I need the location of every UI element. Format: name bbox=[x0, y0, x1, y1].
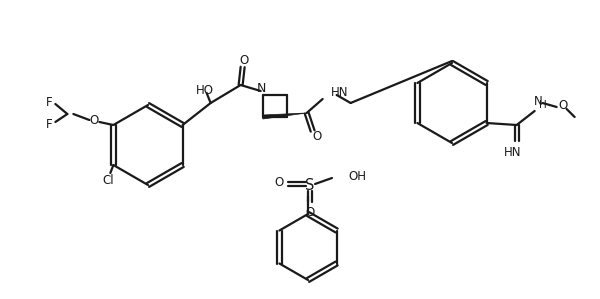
Text: O: O bbox=[274, 176, 284, 190]
Text: N: N bbox=[534, 94, 543, 108]
Text: H: H bbox=[539, 100, 547, 110]
Text: O: O bbox=[312, 130, 321, 144]
Text: Cl: Cl bbox=[103, 173, 114, 187]
Text: S: S bbox=[305, 179, 314, 193]
Text: O: O bbox=[90, 114, 99, 126]
Text: HN: HN bbox=[331, 86, 348, 100]
Text: F: F bbox=[46, 118, 53, 130]
Text: HO: HO bbox=[196, 83, 214, 97]
Text: N: N bbox=[257, 83, 266, 95]
Text: O: O bbox=[558, 98, 567, 112]
Text: F: F bbox=[46, 95, 53, 109]
Text: HN: HN bbox=[504, 146, 521, 158]
Text: O: O bbox=[239, 54, 248, 66]
Text: O: O bbox=[305, 207, 314, 219]
Text: OH: OH bbox=[348, 170, 366, 182]
Polygon shape bbox=[262, 113, 307, 119]
